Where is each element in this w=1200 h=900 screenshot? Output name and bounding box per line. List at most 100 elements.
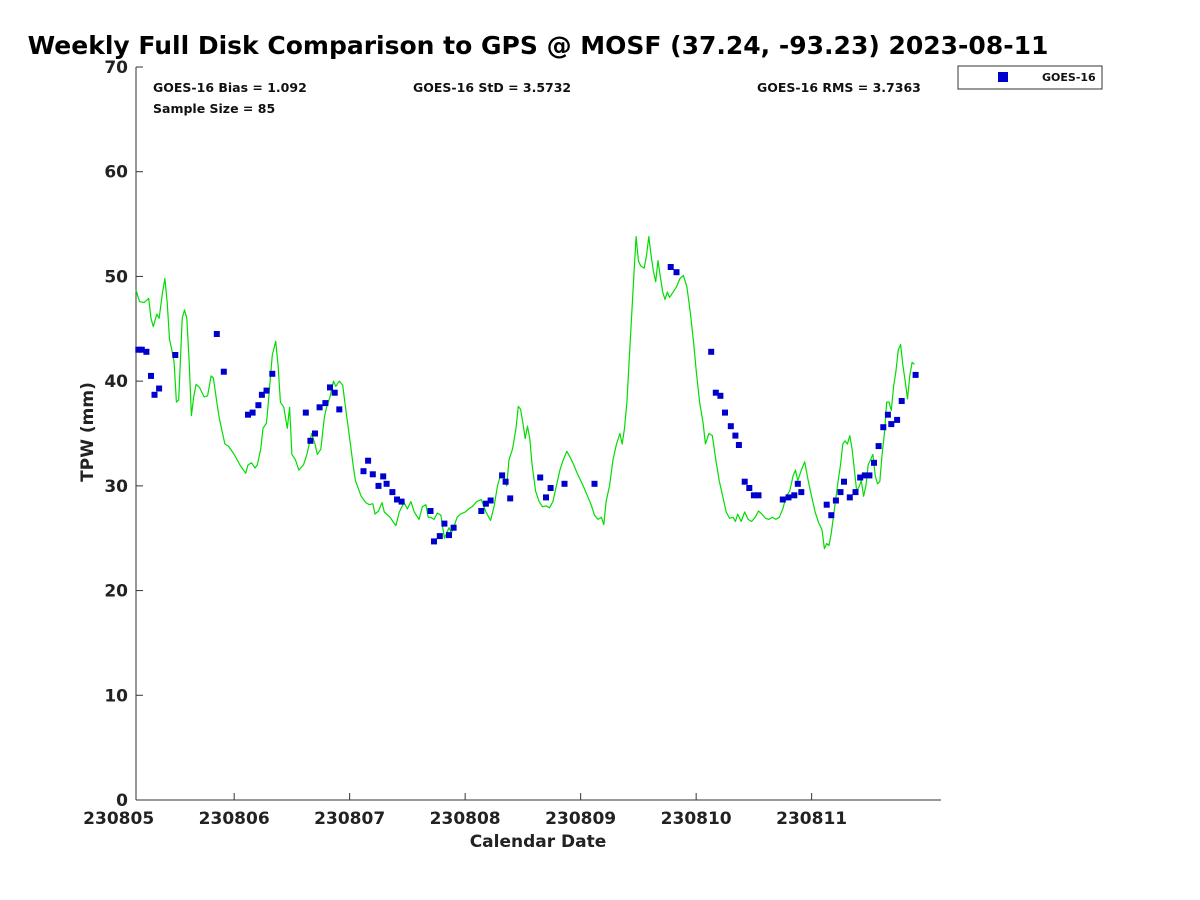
goes-16-point — [861, 472, 868, 479]
gps-tpw-line — [135, 236, 915, 550]
goes-16-point — [478, 508, 485, 514]
goes-16-point — [561, 480, 568, 487]
goes-16-point — [446, 532, 452, 539]
goes-16-point — [249, 409, 256, 416]
bias-stat: GOES-16 Bias = 1.092 — [153, 80, 307, 95]
goes-16-point — [712, 389, 719, 396]
goes-16-point — [871, 459, 877, 466]
goes-16-point — [667, 264, 674, 270]
sample-size-stat: Sample Size = 85 — [153, 101, 275, 116]
goes-16-point — [735, 442, 742, 448]
goes-16-point — [143, 348, 150, 355]
goes-16-point — [360, 468, 367, 475]
goes-16-point — [151, 391, 158, 398]
goes-16-point — [832, 497, 839, 504]
legend-marker-goes-16 — [998, 72, 1008, 82]
legend: GOES-16 — [957, 65, 1103, 90]
std-stat: GOES-16 StD = 3.5732 — [413, 80, 571, 95]
goes-16-point — [331, 389, 338, 396]
goes-16-point — [857, 474, 864, 481]
goes-16-point — [431, 538, 437, 545]
goes-16-point — [487, 497, 494, 504]
goes-16-point — [750, 492, 757, 499]
goes-16-point — [138, 346, 145, 353]
x-tick-label: 230807 — [314, 809, 385, 829]
goes-16-point — [255, 402, 262, 409]
goes-16-point — [507, 495, 514, 502]
goes-16-point — [791, 492, 798, 499]
goes-16-point — [828, 512, 835, 519]
y-tick-label: 0 — [116, 791, 128, 811]
goes-16-point — [884, 411, 891, 418]
y-tick-label: 70 — [104, 58, 128, 78]
y-tick-label: 50 — [104, 267, 128, 287]
goes-16-point — [537, 474, 544, 481]
goes-16-point — [499, 472, 506, 479]
legend-label-goes-16: GOES-16 — [1042, 71, 1096, 84]
goes-16-point — [220, 368, 227, 375]
y-tick-label: 40 — [104, 372, 128, 392]
goes-16-point — [322, 400, 329, 407]
chart-title: Weekly Full Disk Comparison to GPS @ MOS… — [28, 31, 1049, 60]
goes-16-point — [785, 494, 792, 501]
goes-16-point — [482, 500, 489, 507]
goes-16-point — [258, 391, 265, 398]
goes-16-point — [302, 409, 309, 416]
goes-16-point — [380, 473, 387, 480]
goes-16-point — [398, 498, 405, 505]
goes-16-point — [148, 372, 154, 379]
goes-16-point — [717, 392, 724, 399]
x-tick-label: 230808 — [430, 809, 501, 829]
x-tick-label: 230809 — [545, 809, 616, 829]
x-tick-label: 230805 — [83, 809, 154, 829]
y-axis-label: TPW (mm) — [78, 382, 98, 482]
goes-16-point — [837, 489, 844, 496]
x-axis-label: Calendar Date — [470, 832, 607, 852]
goes-16-point — [894, 416, 901, 423]
goes-16-point — [336, 406, 343, 413]
x-axis: 230805 230806 230807 230808 230809 230810 2308… — [83, 793, 847, 829]
goes-16-point — [912, 371, 919, 378]
y-tick-label: 30 — [104, 477, 128, 497]
plot-area — [135, 67, 941, 801]
goes-16-point — [727, 423, 734, 430]
x-tick-label: 230810 — [661, 809, 732, 829]
goes-16-point — [888, 421, 895, 428]
goes-16-point — [245, 411, 251, 418]
goes-16-point — [547, 485, 554, 491]
goes-16-point — [450, 524, 457, 531]
goes-16-point — [307, 437, 314, 444]
goes-16-point — [708, 348, 715, 355]
goes-16-series — [135, 264, 919, 545]
goes-16-point — [755, 492, 762, 499]
goes-16-point — [852, 489, 859, 496]
y-tick-label: 20 — [104, 582, 128, 602]
goes-16-point — [135, 346, 142, 353]
goes-16-point — [156, 385, 163, 392]
goes-16-point — [741, 478, 748, 485]
gps-series — [135, 236, 915, 550]
x-tick-label: 230806 — [199, 809, 270, 829]
goes-16-point — [172, 352, 179, 358]
goes-16-point — [312, 430, 318, 437]
goes-16-point — [327, 384, 333, 391]
goes-16-point — [263, 387, 270, 394]
goes-16-point — [823, 501, 830, 508]
goes-16-point — [394, 496, 400, 503]
goes-16-point — [841, 478, 847, 485]
goes-16-point — [746, 485, 753, 491]
goes-16-point — [427, 508, 434, 514]
goes-16-point — [316, 404, 323, 411]
goes-16-point — [369, 471, 376, 478]
goes-16-point — [383, 480, 390, 487]
goes-16-point — [779, 496, 786, 503]
goes-16-point — [732, 432, 739, 439]
goes-16-point — [375, 482, 382, 489]
goes-16-point — [880, 424, 887, 431]
goes-16-point — [798, 489, 805, 496]
goes-16-point — [846, 494, 853, 501]
goes-16-point — [794, 480, 801, 487]
goes-16-point — [441, 520, 448, 527]
x-tick-label: 230811 — [776, 809, 847, 829]
